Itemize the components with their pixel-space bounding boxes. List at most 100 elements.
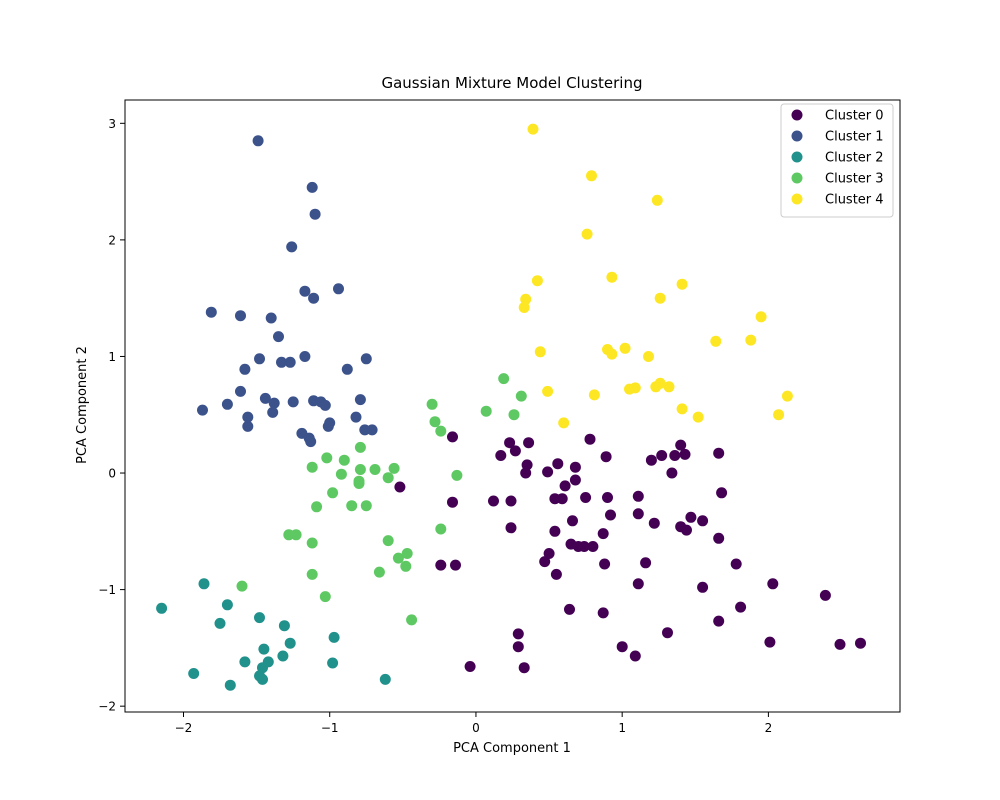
data-point bbox=[584, 433, 596, 445]
data-point bbox=[309, 208, 321, 220]
legend-marker bbox=[791, 109, 803, 121]
data-point bbox=[259, 392, 271, 404]
data-point bbox=[306, 181, 318, 193]
data-point bbox=[299, 285, 311, 297]
data-point bbox=[509, 445, 521, 457]
legend-label: Cluster 3 bbox=[825, 172, 884, 187]
data-point bbox=[480, 405, 492, 417]
data-point bbox=[819, 589, 831, 601]
legend-label: Cluster 4 bbox=[825, 193, 884, 208]
data-point bbox=[745, 334, 757, 346]
data-point bbox=[556, 493, 568, 505]
data-point bbox=[276, 356, 287, 368]
data-point bbox=[550, 568, 562, 580]
data-point bbox=[379, 673, 391, 685]
data-point bbox=[512, 628, 524, 640]
data-point bbox=[394, 481, 406, 493]
data-point bbox=[401, 548, 413, 559]
plot-frame bbox=[124, 99, 901, 713]
legend-marker bbox=[791, 172, 803, 184]
data-point bbox=[319, 399, 331, 411]
data-point bbox=[353, 478, 365, 489]
x-tick-label: 0 bbox=[472, 721, 480, 735]
data-point bbox=[521, 459, 533, 471]
data-point bbox=[327, 487, 339, 499]
legend: Cluster 0 Cluster 1 Cluster 2 Cluster 3 Clus… bbox=[780, 103, 894, 218]
data-point bbox=[542, 385, 554, 397]
data-point bbox=[520, 467, 532, 479]
data-point bbox=[299, 351, 311, 362]
data-point bbox=[531, 275, 543, 287]
data-point bbox=[676, 278, 688, 290]
data-point bbox=[306, 461, 318, 473]
data-point bbox=[581, 228, 593, 240]
data-point bbox=[632, 490, 644, 502]
legend-label: Cluster 2 bbox=[825, 151, 884, 166]
data-point bbox=[306, 537, 318, 549]
legend-marker bbox=[791, 151, 803, 163]
data-point bbox=[656, 450, 668, 461]
data-point bbox=[321, 452, 333, 464]
y-tick-label: −1 bbox=[98, 583, 116, 597]
data-point bbox=[558, 417, 570, 429]
x-tick-label: 2 bbox=[765, 721, 773, 735]
y-tick-label: 3 bbox=[108, 117, 116, 131]
data-point bbox=[369, 464, 381, 475]
data-point bbox=[640, 557, 652, 569]
series-2 bbox=[156, 578, 391, 691]
data-point bbox=[606, 348, 618, 360]
data-point bbox=[764, 636, 776, 648]
data-point bbox=[198, 578, 210, 590]
data-point bbox=[488, 495, 499, 507]
legend-label: Cluster 0 bbox=[825, 109, 884, 124]
data-point bbox=[287, 396, 299, 408]
data-point bbox=[542, 466, 554, 478]
data-point bbox=[308, 292, 320, 304]
data-point bbox=[235, 385, 246, 397]
data-point bbox=[382, 535, 394, 547]
y-tick-label: −2 bbox=[98, 700, 116, 714]
data-point bbox=[504, 437, 516, 449]
data-point bbox=[676, 403, 688, 415]
data-point bbox=[354, 464, 366, 475]
data-point bbox=[277, 650, 289, 662]
data-point bbox=[527, 123, 539, 135]
y-tick-label: 0 bbox=[108, 467, 116, 481]
data-point bbox=[346, 500, 358, 512]
data-point bbox=[254, 612, 265, 624]
data-point bbox=[654, 292, 666, 304]
data-point bbox=[197, 404, 208, 416]
data-point bbox=[588, 389, 600, 401]
legend-label: Cluster 1 bbox=[825, 130, 884, 145]
data-point bbox=[697, 515, 709, 527]
data-point bbox=[619, 342, 631, 354]
data-point bbox=[335, 468, 347, 480]
data-point bbox=[645, 454, 657, 466]
data-point bbox=[651, 194, 663, 206]
data-point bbox=[834, 638, 846, 650]
data-point bbox=[252, 135, 264, 147]
data-point bbox=[552, 458, 564, 470]
data-point bbox=[235, 310, 246, 322]
data-point bbox=[265, 312, 277, 324]
legend-marker bbox=[791, 193, 803, 205]
data-point bbox=[273, 331, 284, 343]
data-point bbox=[495, 450, 507, 461]
legend-frame bbox=[780, 103, 894, 218]
data-point bbox=[599, 558, 611, 570]
legend-marker bbox=[791, 130, 803, 142]
data-point bbox=[569, 474, 581, 486]
data-point bbox=[855, 637, 866, 649]
data-point bbox=[767, 578, 779, 590]
data-point bbox=[781, 390, 793, 402]
data-point bbox=[333, 283, 344, 295]
data-point bbox=[597, 607, 609, 619]
x-axis: −2 −1 0 1 2 bbox=[175, 712, 773, 735]
data-point bbox=[597, 528, 609, 540]
legend-item: Cluster 0 bbox=[791, 109, 884, 124]
series-3 bbox=[236, 373, 527, 626]
data-point bbox=[662, 627, 673, 639]
data-point bbox=[669, 450, 681, 461]
y-axis: −2 −1 0 1 2 3 bbox=[98, 117, 125, 714]
series-0 bbox=[394, 431, 866, 674]
